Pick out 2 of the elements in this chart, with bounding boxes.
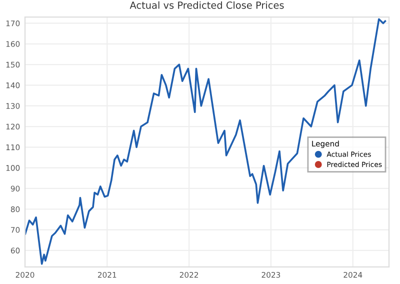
line-series [25, 18, 386, 265]
chart-title: Actual vs Predicted Close Prices [130, 1, 284, 9]
